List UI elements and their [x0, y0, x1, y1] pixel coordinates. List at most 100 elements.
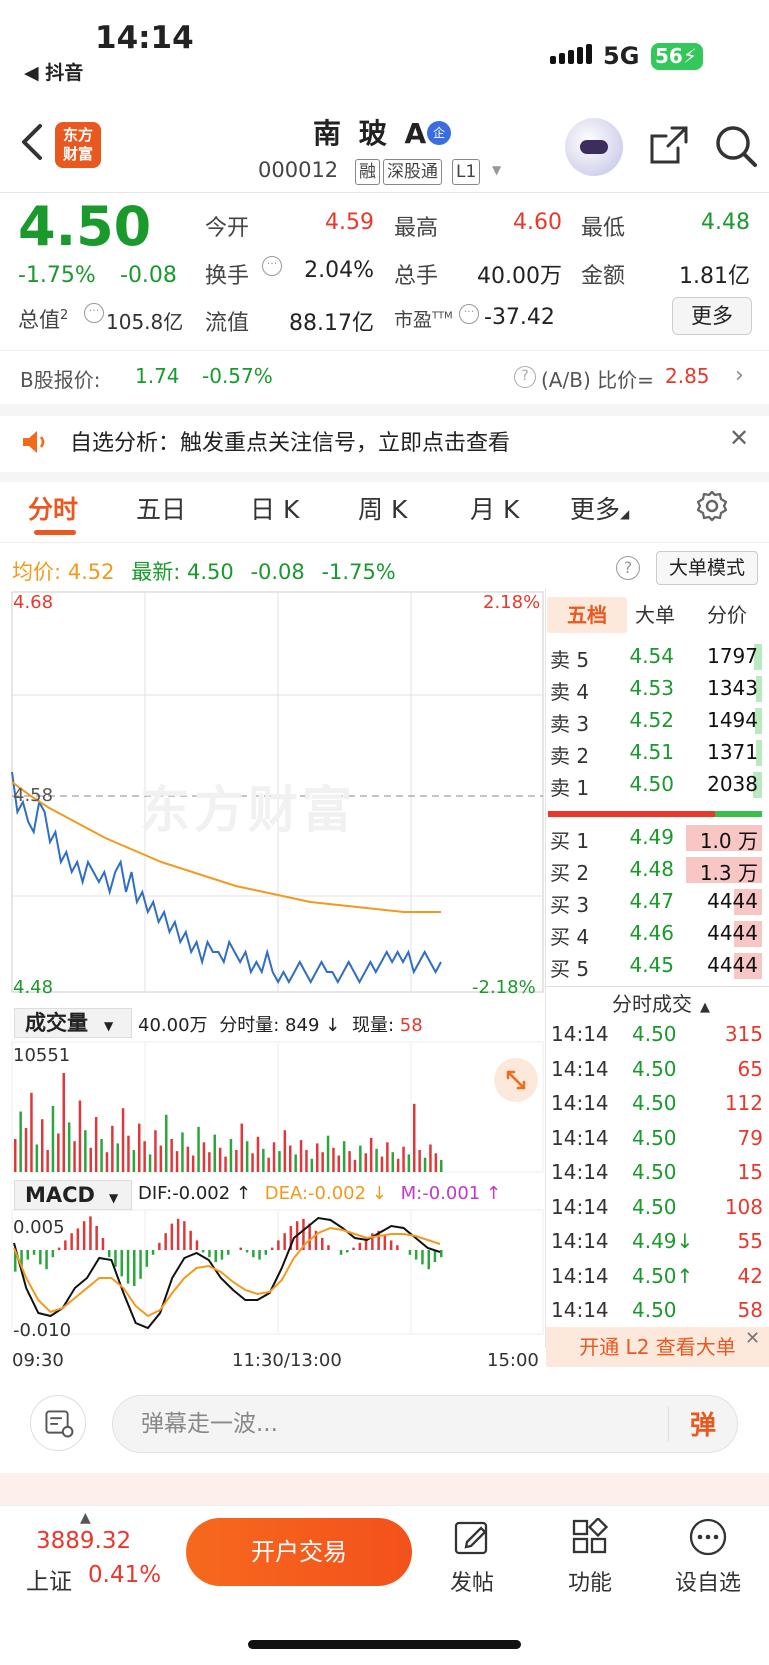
tick-price: 4.50↑	[632, 1263, 694, 1288]
bid-row[interactable]: 买 1 4.49 1.0 万	[548, 823, 762, 853]
app-logo[interactable]: 东方 财富	[55, 122, 101, 168]
volume-bar	[170, 1139, 173, 1172]
watermark: 东方财富	[140, 781, 356, 839]
index-name[interactable]: 上证	[26, 1569, 72, 1595]
open-account-trade-button[interactable]: 开户交易	[186, 1518, 412, 1586]
volume-bar	[159, 1145, 163, 1172]
ticks-header[interactable]: 分时成交 ▲	[612, 988, 710, 1017]
float-value: 88.17亿	[289, 311, 374, 336]
ask-price: 4.52	[629, 708, 674, 732]
stock-switch-caret-icon[interactable]: ▼	[492, 163, 502, 177]
volume-bar	[267, 1157, 270, 1172]
home-indicator[interactable]	[248, 1640, 521, 1649]
pe-info-icon[interactable]: ···	[459, 304, 479, 324]
bid-row[interactable]: 买 5 4.45 4444	[548, 951, 762, 981]
macd-indicator-select[interactable]: MACD ▼	[14, 1180, 132, 1210]
tab-level5[interactable]: 五档	[547, 597, 627, 633]
macd-bar	[39, 1250, 42, 1265]
close-icon[interactable]: ✕	[745, 1328, 761, 1349]
tab-monthly-k[interactable]: 月 K	[470, 495, 520, 524]
volume-indicator-select[interactable]: 成交量 ▼	[14, 1008, 132, 1038]
danmu-toggle-button[interactable]: 弹	[690, 1411, 717, 1441]
search-icon[interactable]	[714, 124, 758, 168]
close-icon[interactable]: ✕	[729, 424, 750, 452]
speaker-icon	[23, 431, 45, 453]
index-value[interactable]: 3889.32	[36, 1528, 132, 1554]
last-change: -0.08	[250, 560, 305, 584]
low-label: 最低	[581, 216, 626, 241]
add-watchlist-button[interactable]: 设自选	[668, 1515, 748, 1597]
tab-more[interactable]: 更多◢	[570, 490, 629, 526]
macd-bar	[70, 1233, 73, 1250]
total-value-info-icon[interactable]: ···	[84, 303, 104, 323]
tab-weekly-k[interactable]: 周 K	[358, 495, 408, 524]
gear-icon[interactable]	[695, 489, 729, 523]
danmu-input[interactable]: 弹幕走一波...	[112, 1395, 738, 1453]
volume-bar	[100, 1139, 103, 1172]
index-pct[interactable]: 0.41%	[88, 1562, 162, 1588]
caret-icon: ◢	[620, 507, 630, 521]
bshare-price: 1.74	[135, 364, 180, 388]
macd-bar	[139, 1250, 142, 1279]
more-button[interactable]: 更多	[672, 297, 752, 335]
bid-row[interactable]: 买 3 4.47 4444	[548, 887, 762, 917]
bid-row[interactable]: 买 2 4.48 1.3 万	[548, 855, 762, 885]
macd-bar	[14, 1250, 17, 1272]
bid-row[interactable]: 买 4 4.46 4444	[548, 919, 762, 949]
tick-row: 14:14 4.50 15	[551, 1158, 763, 1190]
ask-row[interactable]: 卖 2 4.51 1371	[548, 738, 762, 768]
tab-5day[interactable]: 五日	[136, 495, 187, 524]
tab-intraday[interactable]: 分时	[28, 495, 79, 524]
chevron-down-icon: ▼	[109, 1191, 119, 1205]
volume-bar	[30, 1092, 33, 1172]
chevron-right-icon[interactable]: ›	[735, 363, 744, 388]
change-amount: -0.08	[120, 263, 177, 288]
expand-icon[interactable]	[494, 1058, 538, 1102]
volume-bar	[57, 1133, 60, 1172]
back-arrow-icon[interactable]	[18, 122, 46, 162]
ask-price: 4.50	[629, 772, 674, 796]
tab-daily-k[interactable]: 日 K	[250, 495, 300, 524]
volume-bar	[165, 1114, 168, 1172]
bid-label: 买 5	[550, 957, 590, 981]
enterprise-badge[interactable]: 企	[427, 121, 451, 145]
macd-bar	[339, 1250, 343, 1255]
tab-price-dist[interactable]: 分价	[707, 603, 747, 627]
volume-bar	[245, 1141, 249, 1172]
volume-bar	[154, 1130, 157, 1172]
tick-time: 14:14	[551, 1263, 609, 1288]
notice-bar[interactable]	[0, 416, 769, 472]
volume-bar	[235, 1150, 238, 1172]
post-button[interactable]: 发帖	[432, 1515, 512, 1597]
tick-row: 14:14 4.50↑ 42	[551, 1262, 763, 1294]
tag-connect: 深股通	[383, 159, 442, 185]
notice-text[interactable]: 自选分析：触发重点关注信号，立即点击查看	[70, 431, 511, 456]
function-button[interactable]: 功能	[550, 1515, 630, 1597]
ask-row[interactable]: 卖 3 4.52 1494	[548, 706, 762, 736]
intraday-chart[interactable]	[0, 588, 546, 1368]
caret-up-icon[interactable]: ▲	[80, 1510, 91, 1526]
ask-row[interactable]: 卖 1 4.50 2038	[548, 770, 762, 800]
tick-volume: 15	[737, 1160, 763, 1184]
volume-bar	[35, 1144, 39, 1172]
big-order-mode-button[interactable]: 大单模式	[656, 551, 758, 585]
ask-row[interactable]: 卖 4 4.53 1343	[548, 674, 762, 704]
volume-cur: 58	[399, 1015, 423, 1036]
danmu-settings-icon[interactable]	[30, 1395, 86, 1451]
assistant-robot-icon[interactable]	[565, 118, 623, 176]
turnover-info-icon[interactable]: ···	[262, 256, 282, 276]
ask-row[interactable]: 卖 5 4.54 1797	[548, 642, 762, 672]
share-icon[interactable]	[648, 124, 690, 166]
volume-fs: 分时量: 849 ↓	[219, 1015, 341, 1036]
chevron-down-icon: ▼	[104, 1019, 114, 1033]
back-to-app-link[interactable]: ◀ 抖音	[24, 62, 84, 84]
ask-volume: 1371	[707, 740, 758, 764]
volume-bar	[84, 1130, 87, 1172]
tab-active-indicator	[34, 530, 76, 535]
volume-bar	[380, 1156, 384, 1172]
ab-help-icon[interactable]: ?	[514, 366, 536, 388]
help-icon[interactable]: ?	[616, 556, 640, 580]
l2-upgrade-banner[interactable]: 开通 L2 查看大单	[546, 1327, 769, 1367]
tab-big-order[interactable]: 大单	[635, 603, 675, 627]
promo-strip	[0, 1473, 769, 1505]
